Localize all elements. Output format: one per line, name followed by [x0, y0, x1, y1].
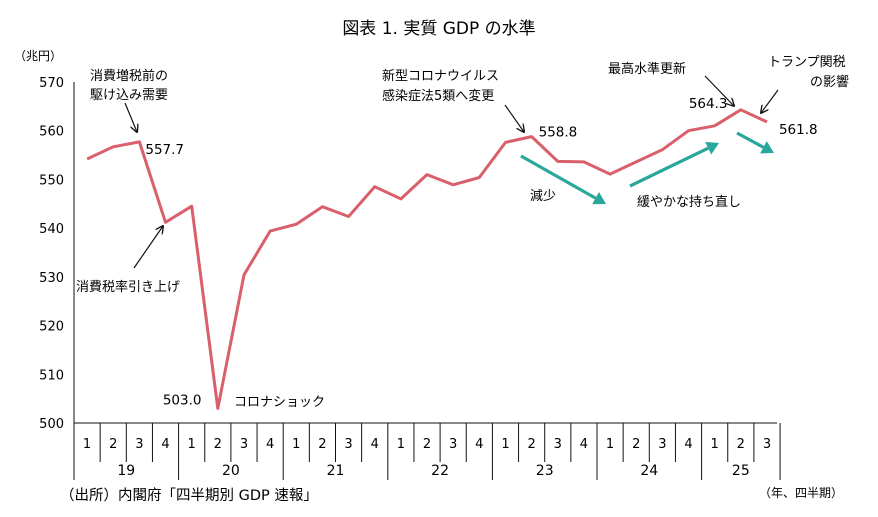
- annotation-rush-demand-line1: 消費増税前の: [90, 68, 168, 84]
- y-tick-label: 520: [39, 320, 64, 335]
- data-label: 557.7: [145, 142, 184, 158]
- x-quarter-label: 4: [266, 437, 274, 452]
- arrow-rush-demand: [124, 102, 137, 132]
- annotation-record-high: 最高水準更新: [608, 61, 686, 77]
- annotations: 消費増税前の 駆け込み需要 消費税率引き上げ コロナショック 新型コロナウイルス…: [76, 55, 849, 410]
- arrow-tax-hike: [133, 226, 163, 269]
- x-quarter-label: 2: [423, 437, 431, 452]
- annotation-trump-tariff-line1: トランプ関税: [768, 55, 846, 70]
- trend-arrow-decline: [520, 154, 606, 205]
- x-quarter-label: 4: [475, 437, 483, 452]
- x-year-label: 23: [536, 463, 554, 479]
- arrow-record-high: [704, 75, 734, 106]
- x-quarter-label: 1: [292, 437, 300, 452]
- x-axis-quarter-grid: 1 2 3 4 1 2 3 4 1 2 3 4 1 2 3 4 1 2 3 4 1 2 3 4 1 2 319 20 21 22 23 24 2…: [73, 423, 781, 480]
- y-tick-label: 500: [39, 417, 64, 432]
- y-tick-label: 540: [39, 222, 64, 237]
- source-note: （出所）内閣府「四半期別 GDP 速報」: [60, 487, 318, 504]
- series-line-real-gdp: [86, 108, 768, 410]
- x-year-label: 24: [640, 463, 658, 479]
- x-quarter-label: 2: [632, 437, 640, 452]
- x-year-label: 22: [431, 463, 449, 479]
- x-quarter-label: 3: [240, 437, 248, 452]
- x-quarter-label: 1: [501, 437, 509, 452]
- x-quarter-label: 2: [527, 437, 535, 452]
- x-quarter-label: 2: [737, 437, 745, 452]
- data-label: 503.0: [163, 392, 202, 408]
- x-quarter-label: 4: [684, 437, 692, 452]
- arrow-covid-class5: [504, 104, 524, 132]
- x-quarter-label: 2: [109, 437, 117, 452]
- x-quarter-label: 1: [83, 437, 91, 452]
- x-quarter-label: 3: [344, 437, 352, 452]
- data-label: 564.3: [689, 96, 728, 112]
- trend-arrow-tariff: [736, 131, 774, 154]
- x-year-label: 19: [117, 463, 135, 479]
- arrow-trump-tariff: [761, 89, 779, 113]
- x-quarter-label: 3: [658, 437, 666, 452]
- x-quarter-label: 1: [606, 437, 614, 452]
- annotation-covid-class5-line1: 新型コロナウイルス: [382, 68, 499, 84]
- annotation-gradual-recovery: 緩やかな持ち直し: [637, 195, 741, 210]
- annotation-rush-demand-line2: 駆け込み需要: [90, 88, 168, 103]
- y-axis-ticks: 500 510 520 530 540 550 560 570: [39, 76, 64, 432]
- y-tick-label: 550: [39, 173, 64, 188]
- x-quarter-label: 4: [161, 437, 169, 452]
- trend-arrow-recovery: [629, 141, 719, 188]
- x-year-label: 21: [327, 463, 345, 479]
- x-quarter-label: 1: [188, 437, 196, 452]
- x-quarter-label: 4: [580, 437, 588, 452]
- x-quarter-label: 3: [135, 437, 143, 452]
- x-year-label: 25: [732, 463, 750, 479]
- data-label: 558.8: [539, 125, 578, 141]
- data-labels: 557.7 503.0 558.8 564.3 561.8: [145, 96, 817, 409]
- x-quarter-label: 3: [449, 437, 457, 452]
- x-year-label: 20: [222, 463, 240, 479]
- data-label: 561.8: [779, 122, 818, 138]
- annotation-decline: 減少: [530, 188, 556, 204]
- y-tick-label: 510: [39, 368, 64, 383]
- y-tick-label: 560: [39, 125, 64, 140]
- trend-arrows: [520, 131, 774, 205]
- x-quarter-label: 1: [711, 437, 719, 452]
- y-axis-unit-label: （兆円）: [14, 49, 62, 63]
- x-quarter-label: 4: [371, 437, 379, 452]
- annotation-tax-hike: 消費税率引き上げ: [76, 279, 180, 295]
- annotation-covid-shock: コロナショック: [234, 395, 325, 410]
- annotation-trump-tariff-line2: の影響: [810, 74, 849, 90]
- x-quarter-label: 2: [318, 437, 326, 452]
- x-quarter-label: 3: [763, 437, 771, 452]
- x-quarter-label: 1: [397, 437, 405, 452]
- y-tick-label: 530: [39, 271, 64, 286]
- chart-title: 図表 1. 実質 GDP の水準: [342, 19, 535, 39]
- annotation-covid-class5-line2: 感染症法5類へ変更: [382, 88, 494, 104]
- y-tick-label: 570: [39, 76, 64, 91]
- x-axis-unit-label: （年、四半期）: [759, 486, 843, 500]
- x-quarter-label: 2: [214, 437, 222, 452]
- x-quarter-label: 3: [554, 437, 562, 452]
